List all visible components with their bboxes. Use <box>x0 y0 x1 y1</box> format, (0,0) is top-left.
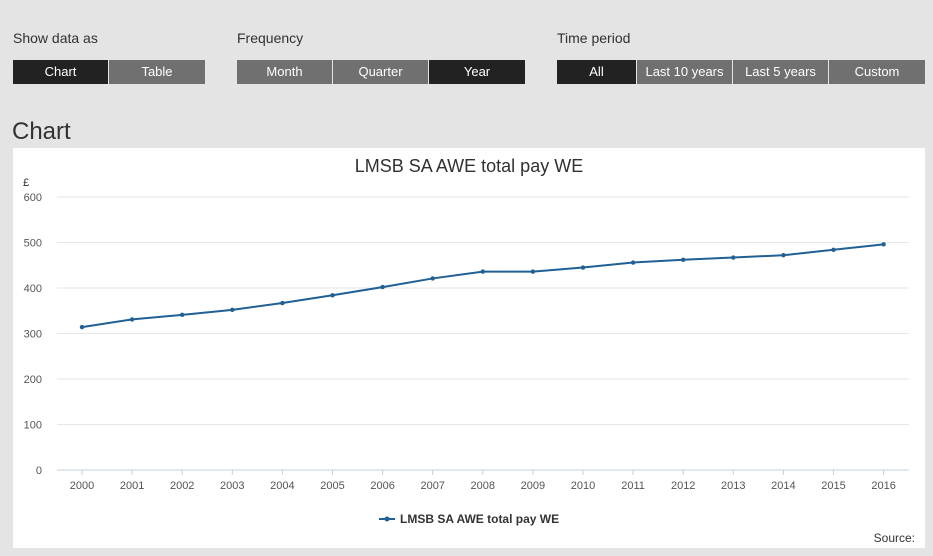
show-data-as-label: Show data as <box>13 30 98 46</box>
data-point <box>79 324 85 330</box>
x-tick-label: 2012 <box>671 480 695 492</box>
source-label: Source: <box>874 531 915 545</box>
y-tick-label: 200 <box>24 374 42 386</box>
chart-panel: LMSB SA AWE total pay WE £0 100 200 300 400 50… <box>13 148 925 548</box>
x-tick-label: 2008 <box>471 480 495 492</box>
y-tick-label: 600 <box>24 192 42 204</box>
x-tick-label: 2003 <box>220 480 244 492</box>
last-5-years-button[interactable]: Last 5 years <box>733 60 829 84</box>
y-axis-unit-label: £ <box>23 177 29 189</box>
show-data-as-group: Chart Table <box>13 60 205 84</box>
data-point <box>630 260 636 265</box>
x-tick-label: 2004 <box>270 480 294 492</box>
data-point <box>129 317 135 322</box>
custom-button[interactable]: Custom <box>829 60 925 84</box>
data-point <box>380 284 385 290</box>
x-tick-label: 2015 <box>821 480 845 492</box>
last-10-years-button[interactable]: Last 10 years <box>637 60 733 84</box>
x-tick-label: 2011 <box>621 480 645 492</box>
legend-label: LMSB SA AWE total pay WE <box>400 512 559 526</box>
x-tick-label: 2006 <box>370 480 394 492</box>
data-point <box>580 265 586 270</box>
series-line <box>81 243 884 329</box>
data-point <box>480 269 485 274</box>
all-button[interactable]: All <box>557 60 637 84</box>
time-period-group: All Last 10 years Last 5 years Custom <box>557 60 925 84</box>
x-tick-label: 2016 <box>871 480 895 492</box>
chart-title: LMSB SA AWE total pay WE <box>355 156 583 176</box>
line-chart: LMSB SA AWE total pay WE £0 100 200 300 400 50… <box>23 156 915 545</box>
section-title: Chart <box>12 118 71 145</box>
y-tick-label: 300 <box>24 329 42 341</box>
x-tick-label: 2000 <box>70 480 94 492</box>
x-tick-label: 2010 <box>571 480 595 492</box>
x-tick-label: 2005 <box>320 480 344 492</box>
frequency-group: Month Quarter Year <box>237 60 525 84</box>
frequency-label: Frequency <box>237 30 304 46</box>
y-tick-label: 100 <box>24 420 42 432</box>
data-point <box>280 300 285 306</box>
quarter-button[interactable]: Quarter <box>333 60 429 84</box>
year-button[interactable]: Year <box>429 60 525 84</box>
y-tick-label: 500 <box>24 238 42 250</box>
data-point <box>731 255 736 260</box>
data-point <box>180 312 185 318</box>
x-tick-label: 2002 <box>170 480 194 492</box>
x-tick-label: 2007 <box>420 480 444 492</box>
time-period-label: Time period <box>557 30 631 46</box>
chart-view-button[interactable]: Chart <box>13 60 109 84</box>
x-tick-label: 2009 <box>521 480 545 492</box>
y-tick-label: 400 <box>24 283 42 295</box>
y-tick-label: 0 <box>36 465 42 477</box>
table-view-button[interactable]: Table <box>109 60 205 84</box>
data-point <box>430 276 435 281</box>
data-point <box>781 253 786 258</box>
data-point <box>230 307 235 313</box>
data-point <box>530 269 536 274</box>
data-point <box>681 257 686 262</box>
x-tick-label: 2013 <box>721 480 745 492</box>
x-tick-label: 2001 <box>120 480 144 492</box>
month-button[interactable]: Month <box>237 60 333 84</box>
data-point <box>831 247 836 252</box>
x-tick-label: 2014 <box>771 480 795 492</box>
data-point <box>881 242 886 247</box>
data-point <box>330 293 335 298</box>
legend-marker <box>384 516 390 522</box>
